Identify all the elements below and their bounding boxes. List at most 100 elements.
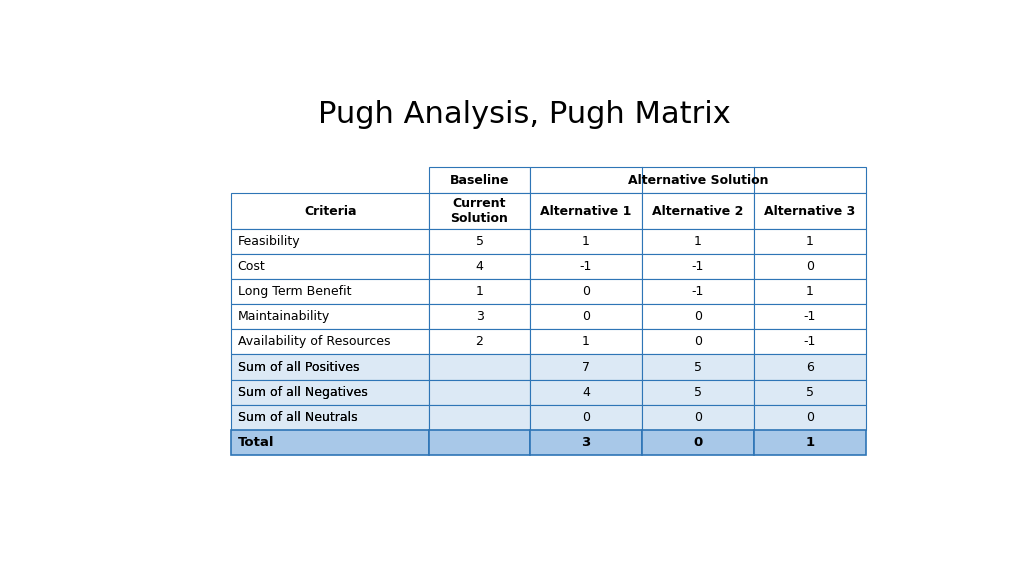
- Bar: [642, 229, 754, 254]
- Text: 0: 0: [694, 335, 702, 348]
- Bar: [754, 354, 866, 380]
- Text: 1: 1: [582, 235, 590, 248]
- Text: -1: -1: [804, 310, 816, 323]
- Text: 0: 0: [694, 411, 702, 424]
- Text: -1: -1: [804, 335, 816, 348]
- Text: Current
Solution: Current Solution: [451, 197, 509, 225]
- Bar: [642, 380, 754, 405]
- Text: Sum of all Neutrals: Sum of all Neutrals: [238, 411, 357, 424]
- Bar: [642, 254, 754, 279]
- Bar: [642, 279, 754, 304]
- Text: Availability of Resources: Availability of Resources: [238, 335, 390, 348]
- Text: Alternative Solution: Alternative Solution: [628, 173, 768, 187]
- Bar: [429, 166, 530, 194]
- Text: Sum of all Positives: Sum of all Positives: [238, 361, 359, 373]
- Bar: [754, 304, 866, 329]
- Bar: [231, 304, 429, 329]
- Text: Pugh Analysis, Pugh Matrix: Pugh Analysis, Pugh Matrix: [318, 100, 731, 129]
- Text: 1: 1: [582, 335, 590, 348]
- Bar: [429, 304, 530, 329]
- Text: 1: 1: [806, 436, 814, 449]
- Text: 5: 5: [694, 386, 702, 399]
- Text: 5: 5: [475, 235, 483, 248]
- Bar: [530, 380, 642, 405]
- Text: 2: 2: [475, 335, 483, 348]
- Text: 0: 0: [582, 310, 590, 323]
- Bar: [530, 329, 642, 354]
- Text: 0: 0: [806, 260, 814, 273]
- Text: Sum of all Negatives: Sum of all Negatives: [238, 386, 368, 399]
- Text: Baseline: Baseline: [450, 173, 509, 187]
- Text: -1: -1: [692, 285, 705, 298]
- Bar: [429, 380, 530, 405]
- Text: Long Term Benefit: Long Term Benefit: [238, 285, 351, 298]
- Bar: [231, 279, 429, 304]
- Bar: [231, 194, 429, 229]
- Bar: [642, 194, 754, 229]
- Bar: [530, 254, 642, 279]
- Text: 3: 3: [475, 310, 483, 323]
- Bar: [530, 354, 642, 380]
- Text: 1: 1: [806, 285, 814, 298]
- Bar: [754, 430, 866, 455]
- Text: Alternative 3: Alternative 3: [764, 204, 856, 218]
- Text: 5: 5: [694, 361, 702, 373]
- Text: 0: 0: [694, 310, 702, 323]
- Bar: [429, 229, 530, 254]
- Bar: [754, 405, 866, 430]
- Bar: [429, 254, 530, 279]
- Bar: [754, 279, 866, 304]
- Text: Alternative 1: Alternative 1: [541, 204, 632, 218]
- Bar: [231, 254, 429, 279]
- Text: 4: 4: [582, 386, 590, 399]
- Text: Total: Total: [238, 436, 274, 449]
- Text: Feasibility: Feasibility: [238, 235, 300, 248]
- Text: 6: 6: [806, 361, 814, 373]
- Bar: [530, 229, 642, 254]
- Bar: [642, 354, 754, 380]
- Bar: [231, 229, 429, 254]
- Text: Cost: Cost: [238, 260, 265, 273]
- Text: 0: 0: [582, 411, 590, 424]
- Bar: [642, 329, 754, 354]
- Bar: [530, 430, 642, 455]
- Bar: [231, 430, 429, 455]
- Bar: [754, 329, 866, 354]
- Text: Alternative 2: Alternative 2: [652, 204, 743, 218]
- Bar: [754, 229, 866, 254]
- Text: 0: 0: [693, 436, 702, 449]
- Bar: [231, 329, 429, 354]
- Bar: [754, 254, 866, 279]
- Text: 0: 0: [806, 411, 814, 424]
- Text: Sum of all Positives: Sum of all Positives: [238, 361, 359, 373]
- Bar: [642, 430, 754, 455]
- Bar: [429, 279, 530, 304]
- Text: 1: 1: [806, 235, 814, 248]
- Bar: [429, 194, 530, 229]
- Text: -1: -1: [692, 260, 705, 273]
- Bar: [429, 405, 530, 430]
- Bar: [429, 329, 530, 354]
- Text: 1: 1: [694, 235, 701, 248]
- Text: 3: 3: [582, 436, 591, 449]
- Bar: [231, 354, 429, 380]
- Bar: [530, 166, 866, 194]
- Text: Sum of all Negatives: Sum of all Negatives: [238, 386, 368, 399]
- Text: Criteria: Criteria: [304, 204, 356, 218]
- Bar: [429, 354, 530, 380]
- Bar: [231, 380, 429, 405]
- Text: Maintainability: Maintainability: [238, 310, 330, 323]
- Bar: [231, 166, 429, 194]
- Bar: [429, 430, 530, 455]
- Bar: [530, 405, 642, 430]
- Text: 4: 4: [475, 260, 483, 273]
- Text: -1: -1: [580, 260, 592, 273]
- Text: 0: 0: [582, 285, 590, 298]
- Bar: [530, 194, 642, 229]
- Bar: [642, 304, 754, 329]
- Text: Sum of all Neutrals: Sum of all Neutrals: [238, 411, 357, 424]
- Bar: [642, 405, 754, 430]
- Bar: [231, 405, 429, 430]
- Text: 1: 1: [475, 285, 483, 298]
- Bar: [754, 194, 866, 229]
